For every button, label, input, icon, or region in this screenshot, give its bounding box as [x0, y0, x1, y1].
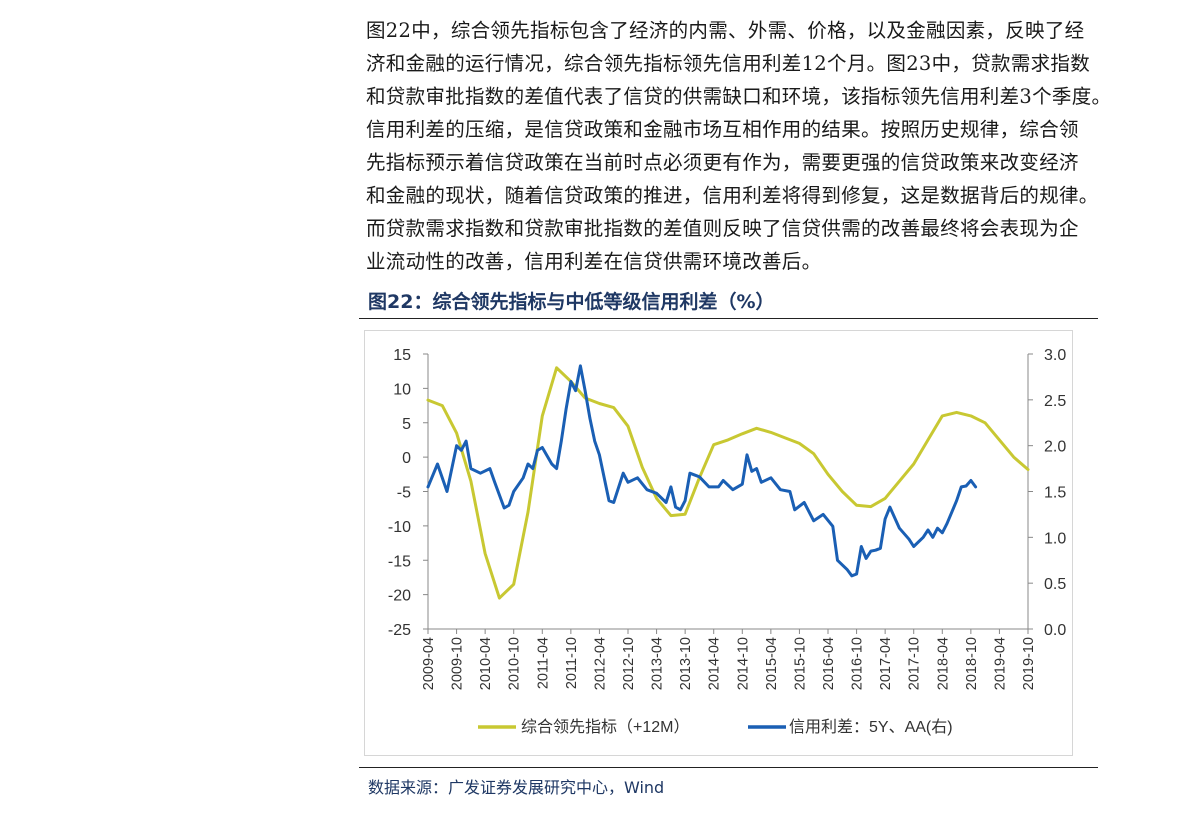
figure-title: 图22：综合领先指标与中低等级信用利差（%） — [368, 291, 775, 313]
x-tick-label: 2013-04 — [650, 637, 666, 690]
x-tick-label: 2019-10 — [1021, 637, 1037, 690]
x-tick-label: 2018-10 — [964, 637, 980, 690]
x-tick-label: 2009-10 — [450, 637, 466, 690]
x-tick-label: 2010-10 — [507, 637, 523, 690]
x-tick-label: 2017-10 — [907, 637, 923, 690]
x-tick-label: 2015-04 — [764, 637, 780, 690]
series-line-leading-index — [426, 366, 1030, 600]
series-line-credit-spread — [426, 364, 978, 578]
y-left-tick-label: 10 — [393, 381, 411, 398]
paragraph-line: 业流动性的改善，信用利差在信贷供需环境改善后。 — [366, 250, 822, 273]
x-tick-label: 2011-04 — [535, 637, 551, 689]
x-tick-label: 2014-04 — [707, 637, 723, 690]
intro-paragraph: 图22中，综合领先指标包含了经济的内需、外需、价格，以及金融因素，反映了经 济和… — [366, 14, 1156, 278]
paragraph-line: 先指标预示着信贷政策在当前时点必须更有作为，需要更强的信贷政策来改变经济 — [366, 151, 1079, 174]
line-chart: 15 10 5 0 -5 -10 -15 -20 -25 3.0 2.5 2.0 1.5 1.0 0.5 0.… — [388, 347, 1066, 736]
y-right-tick-label: 3.0 — [1044, 347, 1066, 364]
paragraph-line: 图22中，综合领先指标包含了经济的内需、外需、价格，以及金融因素，反映了经 — [366, 19, 1085, 42]
y-left-tick-label: 15 — [393, 347, 411, 364]
paragraph-line: 信用利差的压缩，是信贷政策和金融市场互相作用的结果。按照历史规律，综合领 — [366, 118, 1079, 141]
x-tick-label: 2013-10 — [678, 637, 694, 690]
chart-frame: 15 10 5 0 -5 -10 -15 -20 -25 3.0 2.5 2.0 1.5 1.0 0.5 0.… — [364, 330, 1073, 756]
x-tick-label: 2011-10 — [564, 637, 580, 689]
x-tick-label: 2019-04 — [992, 637, 1008, 690]
x-tick-label: 2017-04 — [878, 637, 894, 690]
y-right-tick-label: 0.0 — [1044, 622, 1066, 639]
paragraph-line: 而贷款需求指数和贷款审批指数的差值则反映了信贷供需的改善最终将会表现为企 — [366, 217, 1079, 240]
y-right-tick-label: 2.5 — [1044, 393, 1066, 410]
x-tick-label: 2016-04 — [821, 637, 837, 690]
y-left-tick-label: -25 — [388, 622, 411, 639]
paragraph-line: 和贷款审批指数的差值代表了信贷的供需缺口和环境，该指标领先信用利差3个季度。 — [366, 85, 1112, 108]
y-left-tick-label: -15 — [388, 553, 411, 570]
legend-label: 信用利差：5Y、AA(右) — [789, 718, 953, 736]
legend-label: 综合领先指标（+12M） — [521, 718, 689, 736]
y-left-tick-label: -5 — [397, 485, 411, 502]
paragraph-line: 和金融的现状，随着信贷政策的推进，信用利差将得到修复，这是数据背后的规律。 — [366, 184, 1099, 207]
y-right-tick-label: 2.0 — [1044, 439, 1066, 456]
x-tick-label: 2009-04 — [421, 637, 437, 690]
x-tick-label: 2010-04 — [478, 637, 494, 690]
x-tick-label: 2012-10 — [621, 637, 637, 690]
y-right-tick-label: 1.0 — [1044, 530, 1066, 547]
y-left-tick-label: -10 — [388, 519, 411, 536]
x-tick-label: 2018-04 — [935, 637, 951, 690]
figure-bottom-rule — [359, 767, 1098, 768]
x-tick-label: 2012-04 — [592, 637, 608, 690]
figure-top-rule — [359, 318, 1098, 319]
y-left-tick-label: -20 — [388, 588, 411, 605]
x-tick-label: 2016-10 — [850, 637, 866, 690]
y-left-tick-label: 5 — [402, 416, 411, 433]
y-right-tick-label: 0.5 — [1044, 576, 1066, 593]
x-tick-label: 2014-10 — [735, 637, 751, 690]
y-left-tick-label: 0 — [402, 450, 411, 467]
x-tick-label: 2015-10 — [792, 637, 808, 690]
paragraph-line: 济和金融的运行情况，综合领先指标领先信用利差12个月。图23中，贷款需求指数 — [366, 52, 1091, 75]
y-right-tick-label: 1.5 — [1044, 485, 1066, 502]
source-note: 数据来源：广发证券发展研究中心，Wind — [368, 778, 665, 797]
